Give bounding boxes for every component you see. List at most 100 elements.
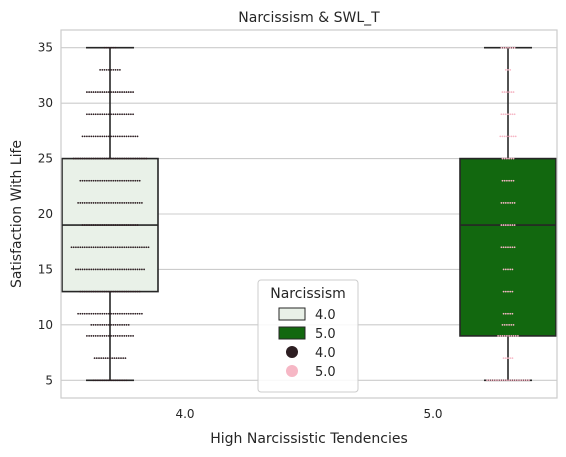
- swarm-point: [105, 246, 108, 249]
- swarm-point: [127, 290, 130, 293]
- swarm-point: [125, 202, 128, 204]
- swarm-point: [79, 268, 82, 271]
- swarm-point: [110, 202, 112, 204]
- swarm-point: [123, 290, 126, 293]
- swarm-point: [116, 224, 119, 226]
- swarm-point: [508, 179, 510, 182]
- swarm-point: [77, 157, 79, 160]
- swarm-point: [509, 268, 512, 271]
- legend-title: Narcissism: [270, 286, 346, 302]
- swarm-point: [507, 268, 509, 271]
- swarm-point: [525, 379, 528, 382]
- swarm-point: [86, 246, 88, 249]
- swarm-point: [101, 312, 104, 315]
- swarm-point: [97, 312, 99, 315]
- swarm-point: [108, 202, 110, 204]
- swarm-point: [143, 268, 146, 271]
- swarm-point: [513, 246, 516, 249]
- swarm-point: [114, 69, 117, 71]
- swarm-point: [511, 202, 514, 204]
- swarm-point: [127, 268, 130, 271]
- swarm-point: [510, 91, 513, 93]
- swarm-point: [512, 335, 515, 337]
- swarm-point: [114, 290, 117, 293]
- swarm-point: [517, 379, 519, 382]
- swarm-point: [503, 135, 506, 138]
- swarm-point: [79, 290, 82, 293]
- swarm-point: [123, 268, 126, 271]
- swarm-point: [136, 246, 139, 249]
- swarm-point: [112, 246, 115, 249]
- swarm-point: [123, 323, 126, 326]
- swarm-point: [99, 323, 101, 326]
- swarm-point: [121, 224, 123, 226]
- swarm-point: [125, 379, 128, 382]
- swarm-point: [502, 113, 505, 116]
- swarm-point: [92, 323, 95, 326]
- swarm-point: [513, 224, 516, 226]
- swarm-point: [72, 246, 75, 249]
- swarm-point: [112, 335, 115, 337]
- swarm-point: [86, 91, 88, 93]
- swarm-point: [119, 69, 121, 71]
- swarm-point: [92, 268, 95, 271]
- swarm-point: [512, 323, 515, 326]
- swarm-point: [132, 246, 135, 249]
- swarm-point: [100, 357, 103, 359]
- swarm-point: [92, 135, 95, 138]
- swarm-point: [502, 224, 505, 226]
- swarm-point: [99, 246, 101, 249]
- swarm-point: [101, 335, 104, 337]
- y-tick-label: 20: [38, 207, 53, 221]
- swarm-point: [138, 157, 141, 160]
- swarm-point: [105, 379, 108, 382]
- swarm-point: [103, 224, 106, 226]
- swarm-point: [509, 357, 512, 359]
- swarm-point: [130, 224, 132, 226]
- swarm-point: [99, 135, 101, 138]
- swarm-point: [501, 335, 504, 337]
- swarm-point: [130, 157, 132, 160]
- swarm-point: [94, 202, 97, 204]
- swarm-point: [116, 312, 119, 315]
- swarm-point: [125, 224, 128, 226]
- swarm-point: [88, 91, 90, 93]
- swarm-point: [514, 379, 517, 382]
- swarm-point: [110, 157, 112, 160]
- swarm-point: [94, 246, 97, 249]
- swarm-point: [121, 157, 123, 160]
- swarm-point: [122, 357, 125, 359]
- swarm-point: [108, 46, 110, 49]
- swarm-point: [94, 91, 97, 93]
- swarm-point: [134, 268, 137, 271]
- y-axis-label: Satisfaction With Life: [9, 140, 25, 288]
- swarm-point: [97, 224, 99, 226]
- swarm-point: [132, 135, 135, 138]
- swarm-point: [108, 246, 110, 249]
- swarm-point: [127, 202, 130, 204]
- swarm-5.0: [486, 46, 530, 382]
- swarm-point: [123, 91, 126, 93]
- swarm-point: [110, 46, 112, 49]
- swarm-point: [92, 379, 95, 382]
- swarm-point: [511, 268, 514, 271]
- swarm-point: [101, 91, 104, 93]
- swarm-point: [506, 379, 508, 382]
- swarm-point: [86, 157, 88, 160]
- swarm-point: [86, 312, 88, 315]
- swarm-point: [123, 312, 126, 315]
- swarm-point: [141, 246, 143, 249]
- swarm-point: [134, 135, 137, 138]
- swarm-point: [88, 335, 90, 337]
- swarm-point: [88, 179, 90, 182]
- swarm-point: [506, 157, 508, 160]
- swarm-point: [132, 113, 135, 116]
- swarm-point: [123, 379, 126, 382]
- swarm-point: [120, 357, 122, 359]
- swarm-point: [88, 312, 90, 315]
- swarm-point: [499, 379, 502, 382]
- swarm-point: [81, 246, 84, 249]
- swarm-point: [121, 335, 123, 337]
- swarm-point: [103, 323, 106, 326]
